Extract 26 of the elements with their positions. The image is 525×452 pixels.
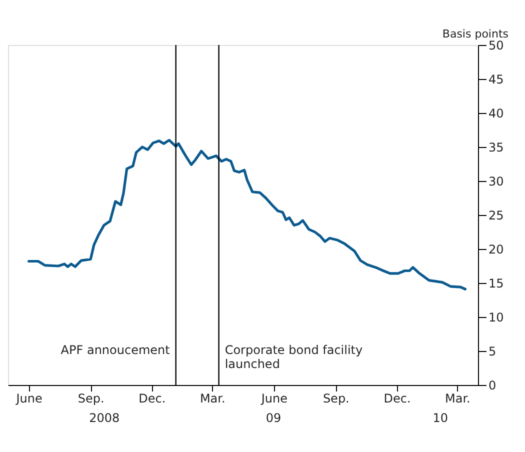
y-tick-label: 35 xyxy=(488,140,504,154)
ref-line-label: Corporate bond facility launched xyxy=(224,343,363,371)
y-tick-label: 25 xyxy=(488,208,504,222)
x-tick-label: Dec. xyxy=(384,392,411,406)
y-tick-label: 45 xyxy=(488,72,504,86)
x-tick-label: Dec. xyxy=(138,392,166,406)
text: 10 xyxy=(432,411,448,425)
line-series xyxy=(28,138,467,290)
text: 2008 xyxy=(89,411,120,425)
y-tick-label: 10 xyxy=(488,310,504,324)
text: 09 xyxy=(266,411,282,425)
y-tick-label: 50 xyxy=(488,38,504,52)
y-tick-label: 30 xyxy=(488,174,504,188)
x-tick-label: Mar. xyxy=(200,392,226,406)
x-tick-label: Sep. xyxy=(322,392,350,406)
y-tick-label: 40 xyxy=(488,106,504,120)
y-tick-label: 20 xyxy=(488,242,504,256)
y-tick-label: 0 xyxy=(488,378,496,392)
x-tick-label: Sep. xyxy=(78,392,104,406)
x-tick-label: Mar. xyxy=(445,392,470,406)
y-tick-label: 15 xyxy=(488,276,504,290)
ref-line-label: APF annoucement xyxy=(60,343,170,357)
y-axis-title: Basis points xyxy=(442,28,509,40)
x-tick-label: June xyxy=(260,392,288,406)
x-tick-label: June xyxy=(15,392,42,406)
y-tick-label: 5 xyxy=(488,344,496,358)
